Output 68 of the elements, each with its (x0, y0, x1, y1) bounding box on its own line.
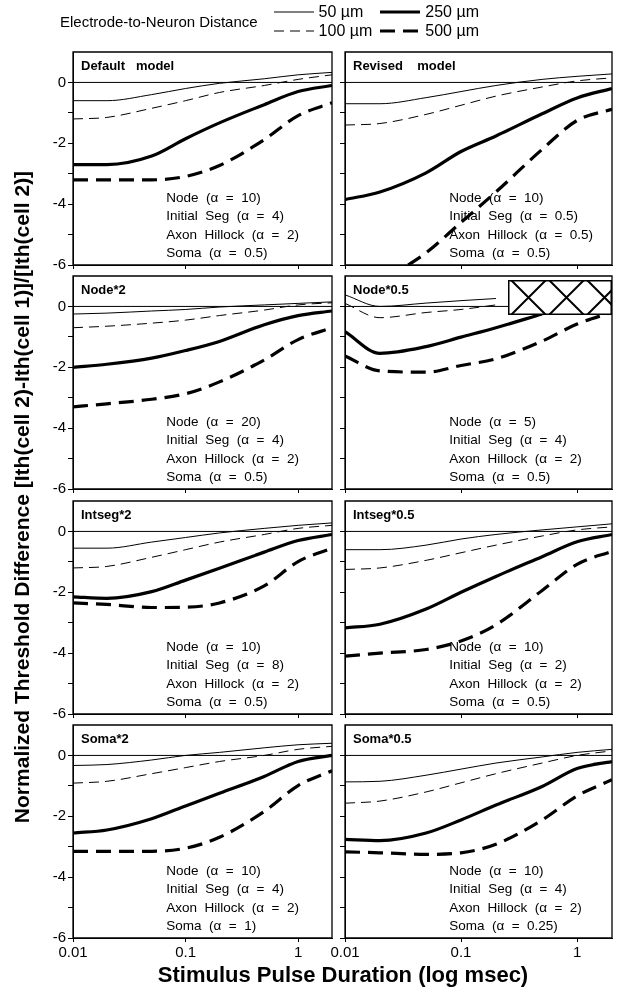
annotation: Node (α = 20) (166, 413, 261, 429)
y-tick-label: -6 (52, 928, 66, 946)
annotation: Soma (α = 0.5) (449, 245, 551, 260)
y-tick-label: -2 (52, 357, 66, 375)
y-tick-label: 0 (57, 521, 66, 539)
annotation: Initial Seg (α = 4) (449, 432, 567, 447)
legend-label: 250 µm (425, 2, 479, 21)
annotation: Node (α = 10) (449, 862, 544, 878)
x-tick-label: 1 (572, 943, 582, 961)
y-tick-label: 0 (57, 296, 66, 314)
y-tick-label: -4 (52, 194, 66, 212)
x-tick-label: 0.01 (330, 943, 360, 961)
y-tick-label: -4 (52, 643, 66, 661)
annotation: Soma (α = 0.5) (166, 469, 268, 484)
annotation: Node (α = 10) (166, 638, 261, 654)
annotation: Initial Seg (α = 8) (166, 657, 284, 672)
annotation: Soma (α = 0.5) (166, 245, 268, 260)
legend-title: Electrode-to-Neuron Distance (60, 12, 258, 30)
annotation: Axon Hillock (α = 0.5) (449, 226, 594, 242)
annotation: Initial Seg (α = 4) (449, 881, 567, 896)
y-tick-label: -6 (52, 255, 66, 273)
text: Node*2 (81, 282, 126, 298)
annotation: Node (α = 10) (166, 862, 261, 878)
legend-label: 500 µm (425, 21, 479, 40)
annotation: Axon Hillock (α = 2) (449, 899, 582, 915)
y-tick-label: 0 (57, 745, 66, 763)
annotation: Node (α = 5) (449, 413, 537, 429)
annotation: Initial Seg (α = 2) (449, 657, 567, 672)
annotation: Soma (α = 0.5) (166, 694, 268, 709)
annotation: Initial Seg (α = 4) (166, 881, 284, 896)
annotation: Soma (α = 1) (166, 918, 257, 933)
text: Intseg*2 (81, 507, 132, 523)
annotation: Axon Hillock (α = 2) (166, 675, 299, 691)
legend-label: 100 µm (318, 21, 373, 40)
text: Intseg*0.5 (353, 507, 415, 523)
annotation: Axon Hillock (α = 2) (166, 450, 299, 466)
annotation: Soma (α = 0.5) (449, 469, 551, 484)
text: Soma*2 (81, 731, 129, 747)
text: Soma*0.5 (353, 731, 412, 747)
legend-label: 50 µm (318, 2, 364, 21)
annotation: Initial Seg (α = 4) (166, 432, 284, 447)
y-tick-label: -4 (52, 867, 66, 885)
y-tick-label: -2 (52, 582, 66, 600)
x-tick-label: 0.1 (450, 943, 472, 961)
text: Default model (81, 58, 175, 74)
text: Revised model (353, 58, 456, 74)
y-axis-title: Normalized Threshold Difference [Ith(cell 2)-Ith(cell 1)]/[Ith(cell 2)] (10, 170, 34, 824)
x-tick-label: 0.01 (58, 943, 88, 961)
annotation: Axon Hillock (α = 2) (449, 675, 582, 691)
annotation: Axon Hillock (α = 2) (166, 226, 299, 242)
annotation: Node (α = 10) (449, 638, 544, 654)
x-tick-label: 1 (293, 943, 303, 961)
y-tick-label: -2 (52, 806, 66, 824)
y-tick-label: -2 (52, 133, 66, 151)
annotation: Soma (α = 0.5) (449, 694, 551, 709)
annotation: Node (α = 10) (449, 189, 544, 205)
annotation: Node (α = 10) (166, 189, 261, 205)
annotation: Soma (α = 0.25) (449, 918, 558, 933)
x-tick-label: 0.1 (175, 943, 196, 961)
x-axis-title: Stimulus Pulse Duration (log msec) (157, 962, 529, 988)
y-tick-label: -6 (52, 704, 66, 722)
y-tick-label: -4 (52, 418, 66, 436)
y-tick-label: -6 (52, 479, 66, 497)
annotation: Axon Hillock (α = 2) (166, 899, 299, 915)
annotation: Axon Hillock (α = 2) (449, 450, 582, 466)
annotation: Initial Seg (α = 4) (166, 208, 284, 223)
y-tick-label: 0 (57, 72, 66, 90)
text: Node*0.5 (353, 282, 409, 298)
